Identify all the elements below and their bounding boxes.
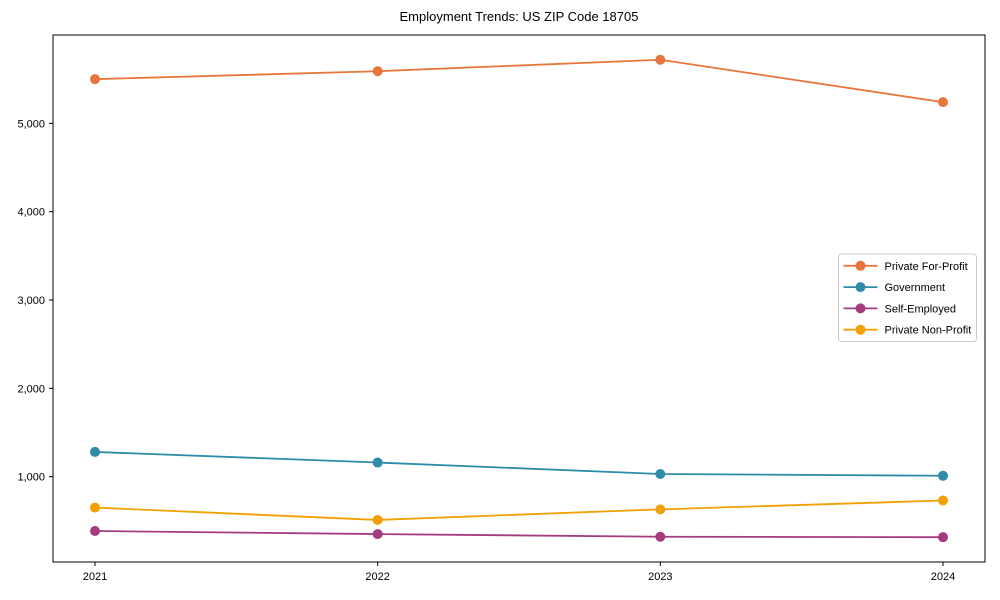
legend-marker-government xyxy=(855,282,866,293)
legend-label-private-for-profit: Private For-Profit xyxy=(885,261,968,273)
plot-border xyxy=(52,34,986,563)
y-axis-tick-label: 3,000 xyxy=(17,295,45,307)
y-axis-tick-label: 5,000 xyxy=(17,118,45,130)
data-point-private-for-profit-2024 xyxy=(938,97,948,108)
data-point-self-employed-2023 xyxy=(655,531,666,542)
series-line-private-for-profit xyxy=(94,58,944,104)
y-axis-tick-label: 2,000 xyxy=(17,383,45,395)
data-point-self-employed-2024 xyxy=(938,532,948,543)
series-line-government xyxy=(94,451,944,477)
legend-label-self-employed: Self-Employed xyxy=(885,303,957,315)
legend-marker-private-for-profit xyxy=(855,260,866,271)
data-point-private-non-profit-2024 xyxy=(938,495,948,506)
data-point-government-2024 xyxy=(938,470,948,481)
x-axis-tick-label: 2021 xyxy=(83,571,107,583)
x-axis-tick-label: 2022 xyxy=(365,571,389,583)
y-axis-tick-label: 1,000 xyxy=(17,472,45,484)
data-point-private-non-profit-2023 xyxy=(655,504,666,515)
data-point-government-2021 xyxy=(90,446,100,457)
legend-marker-self-employed xyxy=(855,303,866,314)
data-point-private-for-profit-2022 xyxy=(372,66,383,77)
legend-label-government: Government xyxy=(885,282,946,294)
y-axis-tick-label: 4,000 xyxy=(17,207,45,219)
legend-marker-private-non-profit xyxy=(855,324,866,335)
x-axis-tick-label: 2024 xyxy=(931,571,955,583)
legend-box xyxy=(838,253,977,342)
legend-label-private-non-profit: Private Non-Profit xyxy=(885,325,972,337)
data-point-private-for-profit-2023 xyxy=(655,54,666,65)
x-axis-tick-label: 2023 xyxy=(648,571,672,583)
data-point-government-2023 xyxy=(655,469,666,480)
data-point-self-employed-2021 xyxy=(90,525,100,536)
series-line-private-non-profit xyxy=(94,499,944,521)
data-point-private-non-profit-2021 xyxy=(90,502,100,513)
data-point-government-2022 xyxy=(372,457,383,468)
chart-title: Employment Trends: US ZIP Code 18705 xyxy=(399,9,639,24)
series-line-self-employed xyxy=(94,530,944,539)
data-point-self-employed-2022 xyxy=(372,529,383,540)
data-point-private-for-profit-2021 xyxy=(90,74,100,85)
data-point-private-non-profit-2022 xyxy=(372,514,383,525)
